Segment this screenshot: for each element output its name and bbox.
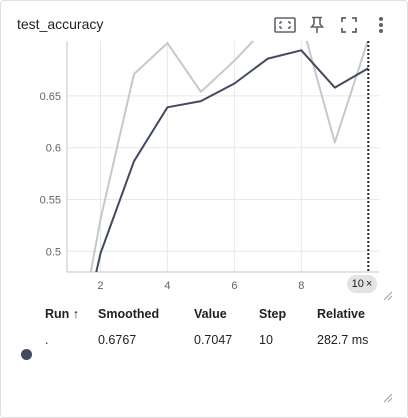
more-options-button[interactable] [365, 11, 397, 39]
col-header-run[interactable]: Run ↑ [45, 307, 80, 321]
close-icon[interactable]: × [365, 278, 373, 290]
raw-series-line [89, 41, 369, 272]
y-tick-label: 0.55 [40, 194, 61, 206]
cell-smoothed: 0.6767 [98, 333, 137, 347]
fit-domain-button[interactable] [269, 11, 301, 39]
col-header-value[interactable]: Value [194, 307, 227, 321]
col-header-relative[interactable]: Relative [317, 307, 365, 321]
line-chart[interactable]: 0.5 0.55 0.6 0.65 2 4 6 8 [1, 41, 408, 297]
y-tick-label: 0.5 [46, 246, 61, 258]
smoothed-series-line [95, 49, 369, 272]
cell-step: 10 [259, 333, 273, 347]
x-tick-label: 4 [164, 280, 170, 292]
chart-axes: 0.5 0.55 0.6 0.65 2 4 6 8 [40, 41, 379, 292]
step-cursor-chip[interactable]: 10 × [347, 275, 377, 293]
col-header-smoothed[interactable]: Smoothed [98, 307, 160, 321]
x-tick-label: 8 [298, 280, 304, 292]
card-toolbar [269, 11, 397, 39]
col-header-step[interactable]: Step [259, 307, 287, 321]
series-layer [89, 41, 369, 272]
card-title: test_accuracy [17, 16, 104, 32]
pin-icon [309, 16, 325, 34]
more-vert-icon [378, 16, 384, 34]
pin-button[interactable] [301, 11, 333, 39]
grid-lines [67, 41, 379, 272]
x-tick-label: 2 [97, 280, 103, 292]
run-color-swatch [21, 349, 32, 360]
fullscreen-icon [341, 17, 357, 33]
resize-handle-icon[interactable] [383, 393, 393, 403]
y-tick-label: 0.65 [40, 91, 61, 103]
step-chip-label: 10 [351, 278, 364, 290]
x-tick-label: 6 [231, 280, 237, 292]
y-tick-label: 0.6 [46, 143, 61, 155]
cell-value: 0.7047 [194, 333, 233, 347]
cell-run: . [45, 333, 49, 347]
fullscreen-button[interactable] [333, 11, 365, 39]
resize-handle-icon[interactable] [383, 291, 393, 301]
fit-domain-icon [274, 17, 296, 33]
cell-relative: 282.7 ms [317, 333, 369, 347]
